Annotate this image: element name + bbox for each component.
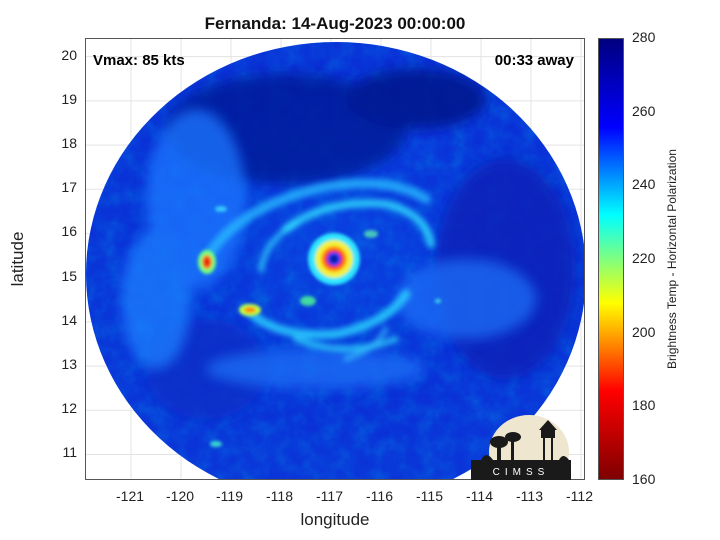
y-tick-label: 15 [61,267,77,284]
x-tick-label: -113 [516,488,543,504]
colorbar-tick-label: 260 [632,102,656,119]
x-tick-label: -112 [566,488,593,504]
x-tick-label: -115 [416,488,443,504]
chart-title: Fernanda: 14-Aug-2023 00:00:00 [204,14,466,33]
colorbar-label: Brightness Temp - Horizontal Polarizatio… [665,149,679,369]
y-tick-label: 11 [62,444,77,461]
x-axis-label: longitude [300,510,370,529]
y-axis-label: latitude [8,231,27,287]
x-tick-label: -118 [266,488,293,504]
x-tick-label: -121 [116,488,145,504]
y-tick-label: 14 [61,311,77,328]
plot-area [85,38,585,480]
x-tick-label: -116 [366,488,393,504]
y-tick-label: 17 [61,179,77,196]
x-tick-label: -117 [316,488,343,504]
brightness-temp-map [86,39,584,479]
x-tick-label: -120 [166,488,195,504]
y-tick-label: 19 [61,90,77,107]
cimss-logo-text: CIMSS [493,467,550,478]
colorbar-tick-label: 200 [632,323,656,340]
x-tick-label: -114 [466,488,493,504]
y-tick-label: 16 [61,223,77,240]
colorbar [598,38,624,480]
colorbar-tick-label: 220 [632,250,656,266]
cimss-logo: CIMSS [471,415,571,480]
vmax-label: Vmax: 85 kts [93,52,185,69]
colorbar-tick-label: 160 [632,471,656,487]
colorbar-tick-label: 240 [632,176,656,193]
time-away-label: 00:33 away [494,52,574,69]
y-tick-label: 18 [61,135,77,152]
colorbar-tick-label: 280 [632,29,656,45]
x-tick-label: -119 [216,488,243,504]
colorbar-tick-label: 180 [632,397,656,414]
y-tick-label: 13 [61,356,77,373]
y-tick-label: 12 [61,400,77,417]
swath [86,42,584,479]
y-tick-label: 20 [61,46,77,63]
